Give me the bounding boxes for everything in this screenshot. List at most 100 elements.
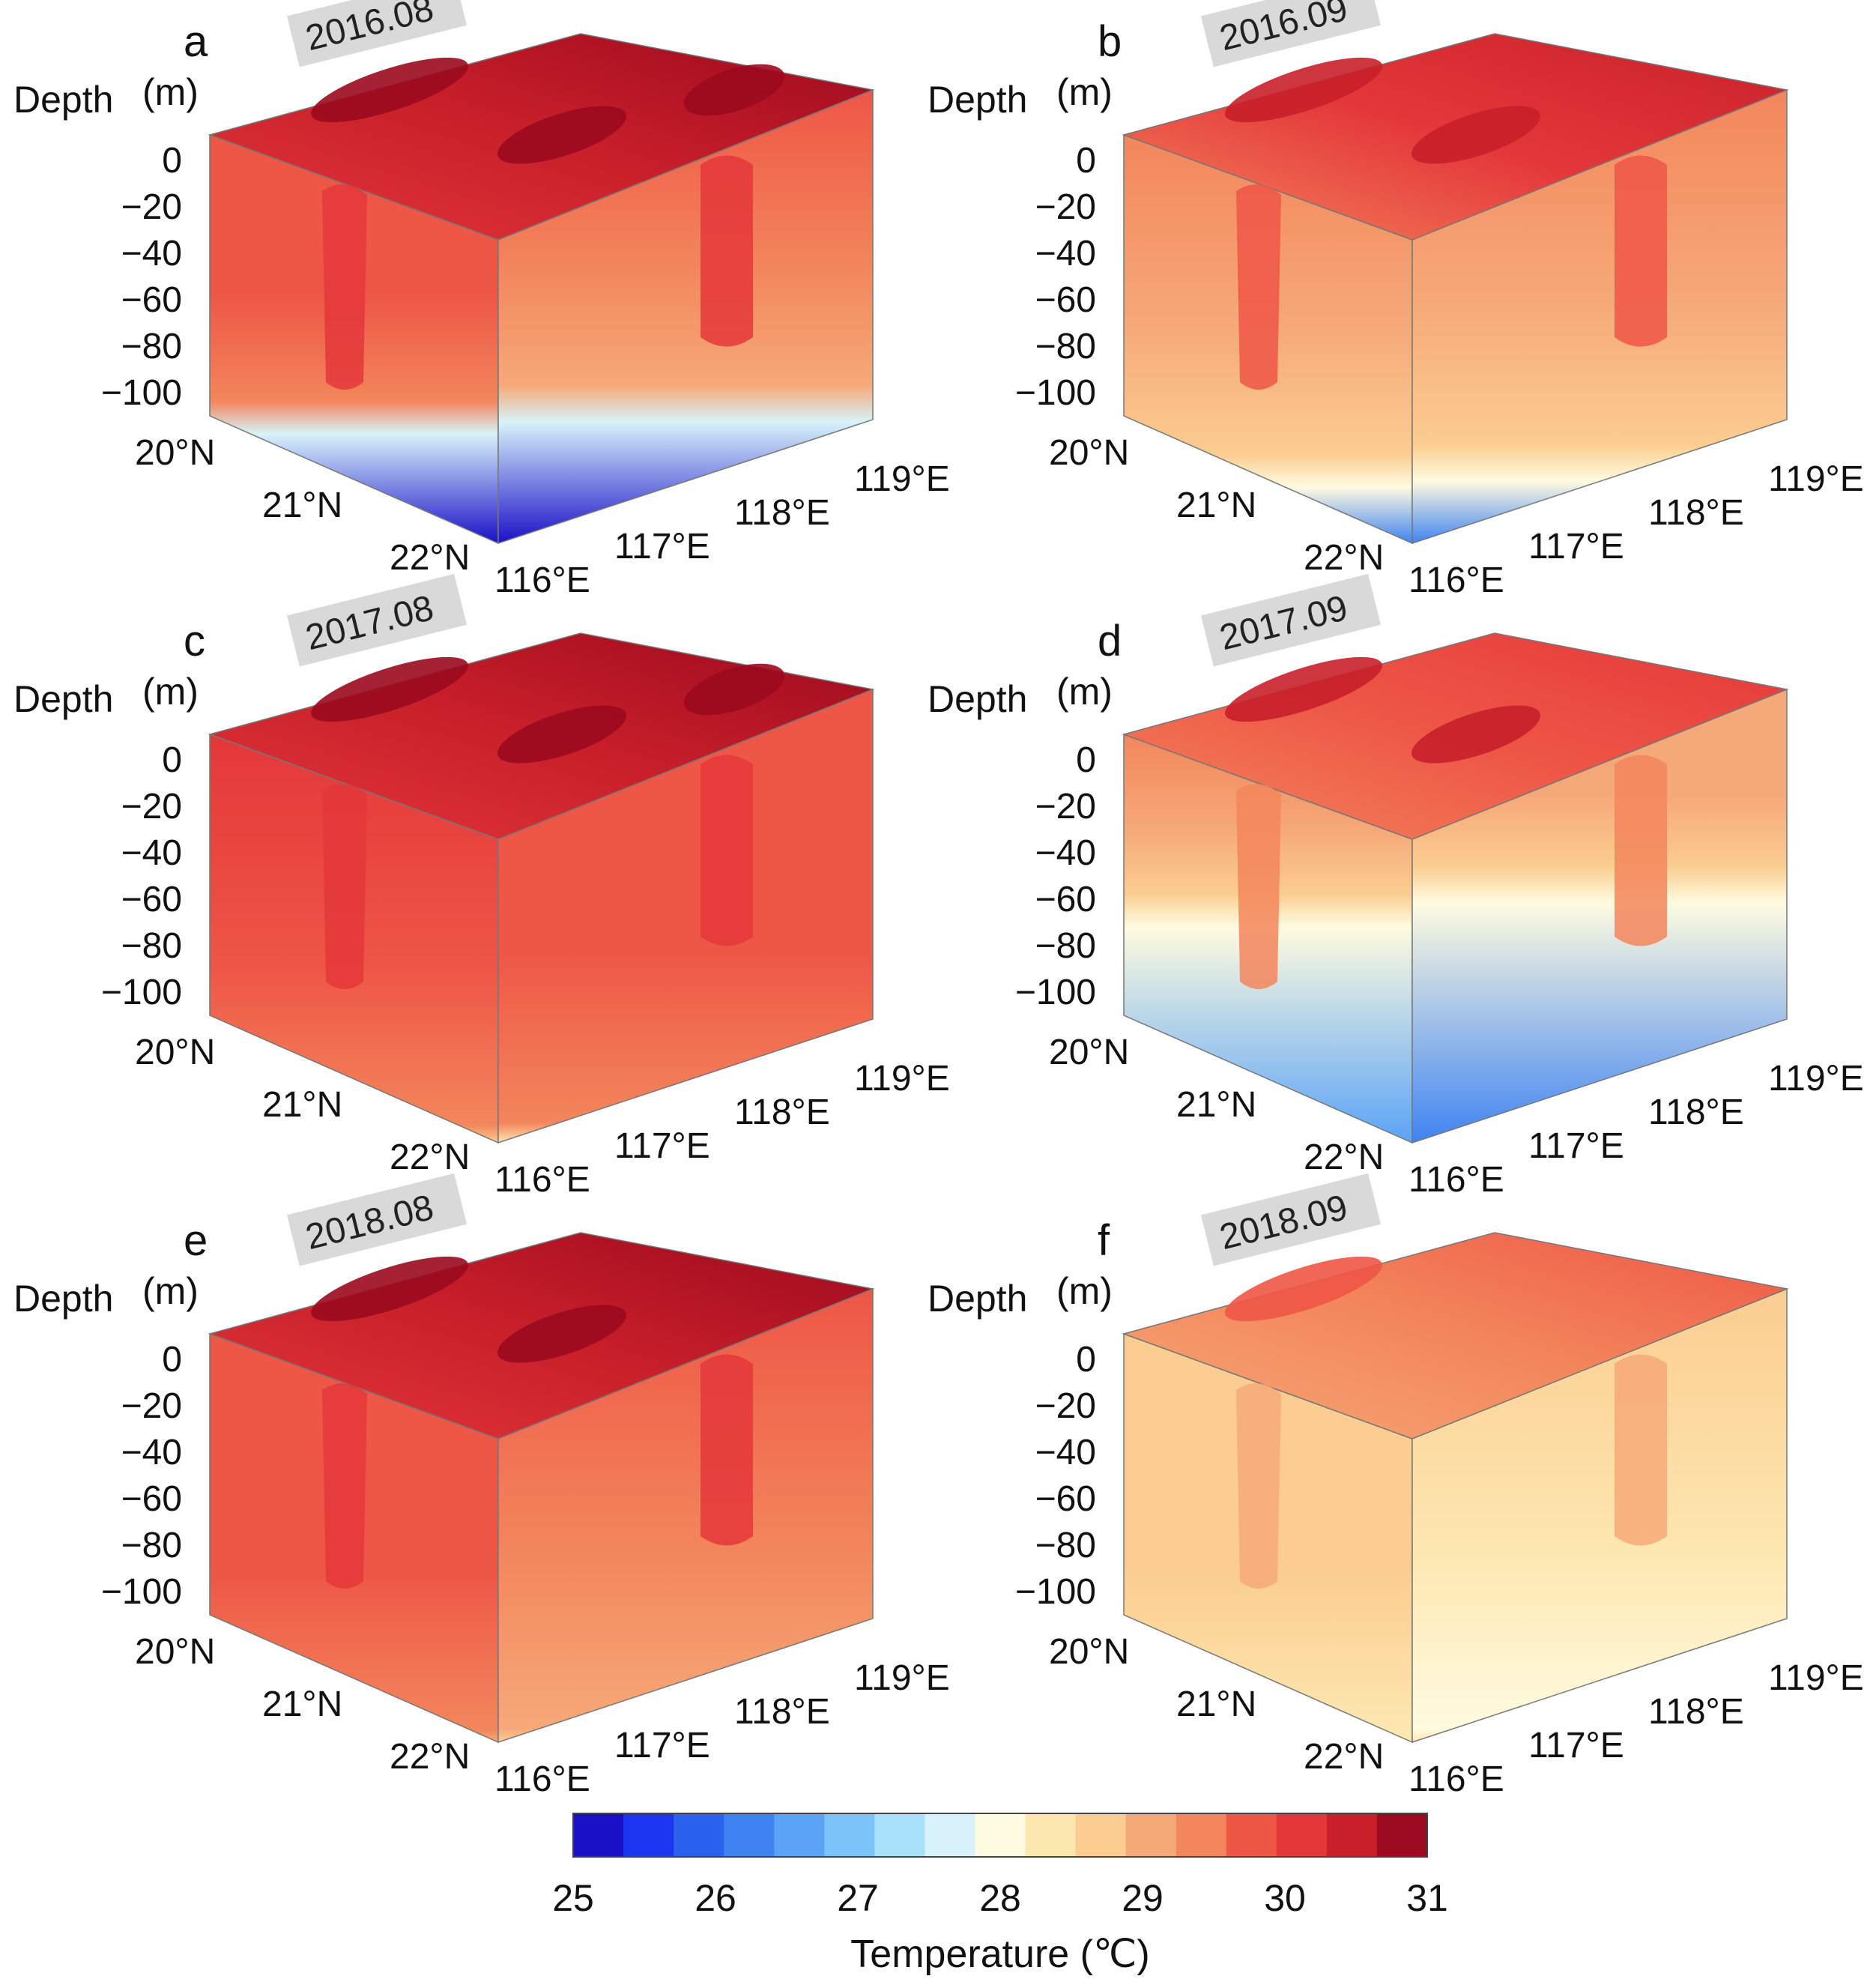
colorbar-tick: 31 <box>1406 1877 1448 1919</box>
panel-b-depth-tick: 0 <box>1076 141 1096 181</box>
colorbar-segment <box>1376 1813 1428 1857</box>
panel-a-depth-tick: −20 <box>121 187 182 227</box>
panel-a-letter: a <box>184 17 208 66</box>
colorbar-frame <box>572 1813 1428 1858</box>
panel-a-depth-tick: −40 <box>121 234 182 274</box>
panel-f-date-bg <box>1200 1173 1382 1266</box>
colorbar-segment <box>774 1813 825 1857</box>
panel-f-lat-tick: 21°N <box>1176 1685 1256 1724</box>
panel-e-date-bg <box>286 1173 468 1266</box>
panel-b-letter: b <box>1098 17 1122 66</box>
panel-d-depth-title: Depth <box>928 678 1027 720</box>
panel-d-depth-tick: −20 <box>1035 787 1096 827</box>
colorbar-tick: 29 <box>1122 1877 1164 1919</box>
panel-c-letter: c <box>184 617 205 665</box>
panel-a-hot-spot <box>683 64 785 116</box>
colorbar-tick: 25 <box>552 1877 594 1919</box>
panel-b-lat-tick: 20°N <box>1049 433 1129 473</box>
colorbar-segment <box>1025 1813 1077 1857</box>
panel-f-depth-tick: 0 <box>1076 1340 1096 1380</box>
panel-e-lon-tick: 117°E <box>614 1726 710 1765</box>
panel-e-hot-spot <box>497 1305 627 1363</box>
panel-d-date-bg <box>1200 573 1382 667</box>
panel-b-lat-tick: 21°N <box>1176 486 1256 525</box>
panel-d-lon-tick: 119°E <box>1768 1059 1864 1099</box>
panel-a-depth-tick: −100 <box>101 373 182 413</box>
panel-b-depth-tick: −40 <box>1035 234 1096 274</box>
colorbar-label: Temperature (℃) <box>850 1933 1149 1976</box>
panel-a-lon-tick: 118°E <box>734 493 830 533</box>
panel-d-date-badge: 2017.09 <box>1200 573 1382 667</box>
panel-b-warm-column-left <box>1236 184 1281 390</box>
panel-b-lon-tick: 117°E <box>1528 527 1624 567</box>
colorbar-segment <box>925 1813 975 1857</box>
panel-c-lon-tick: 117°E <box>614 1126 710 1166</box>
colorbar-segment <box>1276 1813 1328 1857</box>
panel-f-lon-tick: 119°E <box>1768 1658 1864 1698</box>
colorbar-segment <box>623 1813 674 1857</box>
panel-c-hot-spot <box>683 663 785 716</box>
panel-a-warm-column-left <box>322 184 367 390</box>
panel-c-depth-tick: 0 <box>162 740 182 780</box>
panel-a-lat-tick: 21°N <box>262 486 342 525</box>
panel-d-lat-tick: 22°N <box>1304 1137 1384 1177</box>
panel-e: e 2018.08 Depth (m) 0 −20 −40 −60 −80 −100 20°N 21°… <box>13 1173 950 1799</box>
panel-c-warm-column-left <box>322 784 367 989</box>
panel-a-lon-tick: 116°E <box>494 561 590 600</box>
panel-c-depth-tick: −20 <box>121 787 182 827</box>
colorbar-segment <box>1226 1813 1277 1857</box>
panel-a-lon-tick: 119°E <box>854 459 950 499</box>
panel-f-depth-title: Depth <box>928 1278 1027 1320</box>
panel-b-depth-title: Depth <box>928 79 1027 121</box>
colorbar-segment <box>975 1813 1026 1857</box>
panel-b-lon-tick: 116°E <box>1408 561 1504 600</box>
panel-a-hot-spot <box>497 106 627 164</box>
panel-c-lon-tick: 119°E <box>854 1059 950 1099</box>
panel-e-lon-tick: 118°E <box>734 1692 830 1732</box>
colorbar-tick: 26 <box>695 1877 736 1919</box>
panel-a: a 2016.08 Depth (m) 0 −20 −40 −60 −80 −100 20°N 21°… <box>13 0 950 600</box>
panel-c-lat-tick: 21°N <box>262 1085 342 1125</box>
panel-e-depth-tick: −80 <box>121 1526 182 1565</box>
colorbar-segment <box>573 1813 624 1857</box>
panel-b-lat-tick: 22°N <box>1304 538 1384 578</box>
colorbar-segment <box>1175 1813 1227 1857</box>
panel-b-depth-tick: −60 <box>1035 280 1096 320</box>
panel-c-lon-tick: 118°E <box>734 1093 830 1132</box>
panel-d-depth-unit: (m) <box>1056 671 1113 713</box>
panel-f-hot-spot <box>1225 1256 1382 1322</box>
panel-b-depth-unit: (m) <box>1056 71 1113 113</box>
panel-e-warm-column-front <box>701 1354 753 1546</box>
panel-c-lat-tick: 22°N <box>390 1137 470 1177</box>
panel-c-hot-spot <box>497 705 627 764</box>
colorbar-tick: 28 <box>979 1877 1021 1919</box>
colorbar-segment <box>1326 1813 1378 1857</box>
panel-f-warm-column-front <box>1615 1354 1667 1546</box>
colorbar-segment <box>674 1813 724 1857</box>
panel-f-lat-tick: 20°N <box>1049 1632 1129 1672</box>
panel-a-lon-tick: 117°E <box>614 527 710 567</box>
panel-d: d 2017.09 Depth (m) 0 −20 −40 −60 −80 −100 20°N 21°… <box>928 573 1864 1200</box>
panel-a-lat-tick: 22°N <box>390 538 470 578</box>
panel-b-hot-spot <box>1225 57 1382 123</box>
panel-c-hot-spot <box>311 656 468 722</box>
panel-d-letter: d <box>1098 617 1122 665</box>
panel-b-lon-tick: 119°E <box>1768 459 1864 499</box>
panel-d-depth-tick: −100 <box>1015 973 1096 1012</box>
panel-c-lon-tick: 116°E <box>494 1160 590 1200</box>
panel-a-lat-tick: 20°N <box>135 433 215 473</box>
panel-a-date-bg <box>286 0 468 67</box>
panel-b-date-badge: 2016.09 <box>1200 0 1382 67</box>
panel-a-warm-column-front <box>701 155 753 347</box>
panel-c-depth-tick: −60 <box>121 880 182 919</box>
panel-a-date-badge: 2016.08 <box>286 0 468 67</box>
panel-d-depth-tick: −80 <box>1035 926 1096 966</box>
colorbar-segment <box>724 1813 775 1857</box>
panel-f-depth-tick: −20 <box>1035 1386 1096 1426</box>
panel-e-depth-tick: −100 <box>101 1572 182 1612</box>
panel-e-lon-tick: 116°E <box>494 1759 590 1799</box>
panel-d-hot-spot <box>1411 705 1541 764</box>
panel-d-depth-tick: 0 <box>1076 740 1096 780</box>
panel-d-lat-tick: 21°N <box>1176 1085 1256 1125</box>
panel-e-warm-column-left <box>322 1383 367 1589</box>
